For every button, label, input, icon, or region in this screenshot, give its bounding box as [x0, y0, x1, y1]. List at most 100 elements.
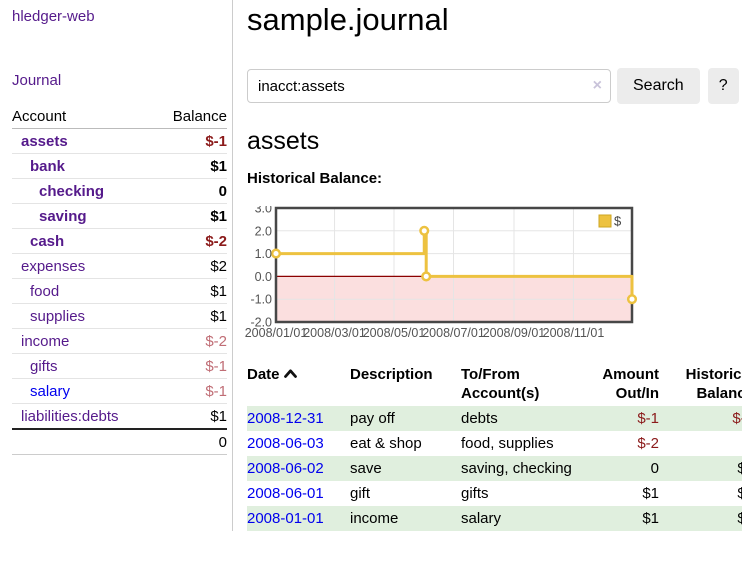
account-link[interactable]: food: [30, 282, 60, 300]
transaction-balance: 0: [659, 431, 742, 456]
balance-column-header-main: Historical Balance: [685, 366, 742, 402]
accounts-rows: assets $-1 bank $1 checking 0 saving $1 cash $-2 e…: [12, 129, 227, 428]
transaction-description: save: [350, 460, 382, 477]
account-row-income: income $-2: [12, 329, 227, 354]
transaction-date-link[interactable]: 2008-12-31: [247, 410, 324, 427]
account-row-liabilities-debts: liabilities:debts $1: [12, 404, 227, 428]
date-cell: 2008-06-02: [247, 456, 350, 481]
account-link[interactable]: supplies: [30, 307, 86, 325]
account-balance: $-2: [205, 332, 227, 350]
account-balance: $-1: [205, 357, 227, 375]
transaction-balance: $-1: [732, 410, 742, 427]
chart-title: Historical Balance:: [247, 170, 383, 187]
transaction-amount: 0: [650, 460, 659, 477]
account-link[interactable]: gifts: [30, 357, 58, 375]
svg-text:3.0: 3.0: [255, 206, 272, 216]
account-link[interactable]: expenses: [21, 257, 86, 275]
svg-text:2008/01/01: 2008/01/01: [245, 326, 308, 340]
main-content: sample.journal × Search ? assets Histori…: [233, 0, 742, 531]
register-row: 2008-01-01 income salary $1 $1: [247, 506, 742, 531]
transaction-date-link[interactable]: 2008-01-01: [247, 510, 324, 527]
account-link[interactable]: assets: [21, 132, 68, 150]
transaction-accounts: salary: [461, 510, 502, 527]
account-row-assets: assets $-1: [12, 129, 227, 154]
accounts-table-header: Account Balance: [12, 104, 227, 129]
account-balance: $1: [210, 207, 227, 225]
account-link[interactable]: income: [21, 332, 70, 350]
transaction-balance: $2: [737, 460, 742, 477]
svg-text:2.0: 2.0: [255, 224, 272, 238]
date-cell: 2008-01-01: [247, 506, 350, 531]
account-balance: $1: [210, 407, 227, 425]
help-button[interactable]: ?: [707, 68, 739, 104]
register-table-header: Date Description To/From Account(s) Amou…: [247, 362, 742, 406]
account-row-bank: bank $1: [12, 154, 227, 179]
account-row-food: food $1: [12, 279, 227, 304]
date-cell: 2008-12-31: [247, 406, 350, 431]
account-balance: $-1: [205, 382, 227, 400]
transaction-date-link[interactable]: 2008-06-02: [247, 460, 324, 477]
account-link[interactable]: cash: [30, 232, 65, 250]
register-table: Date Description To/From Account(s) Amou…: [247, 362, 742, 531]
search-input[interactable]: [247, 69, 611, 103]
transaction-balance: $1: [737, 510, 742, 527]
search-button[interactable]: Search: [617, 68, 700, 104]
sidebar-item-journal[interactable]: Journal: [12, 72, 62, 89]
accounts-total-value: 0: [218, 433, 227, 451]
transaction-amount: $-1: [637, 410, 659, 427]
svg-text:0.0: 0.0: [255, 270, 272, 284]
balance-column-header: Balance: [172, 107, 227, 125]
description-column-header: Description: [350, 366, 433, 383]
account-balance: $2: [210, 257, 227, 275]
clear-search-icon[interactable]: ×: [592, 77, 602, 94]
transaction-description: gift: [350, 485, 371, 502]
amount-column-header: Amount Out/In: [602, 366, 659, 402]
date-cell: 2008-06-01: [247, 481, 350, 506]
register-rows: 2008-12-31 pay off debts $-1 $-1 2008-06-03 ea…: [247, 406, 742, 531]
transaction-description: eat & shop: [350, 435, 422, 452]
transaction-date-link[interactable]: 2008-06-03: [247, 435, 324, 452]
transaction-balance: $2: [737, 485, 742, 502]
date-header-label: Date: [247, 366, 280, 383]
svg-text:2008/11/01: 2008/11/01: [543, 326, 605, 340]
account-row-expenses: expenses $2: [12, 254, 227, 279]
date-column-header[interactable]: Date: [247, 362, 350, 406]
account-link[interactable]: checking: [39, 182, 105, 200]
account-link[interactable]: saving: [39, 207, 87, 225]
transaction-amount: $1: [642, 485, 659, 502]
transaction-accounts: debts: [461, 410, 498, 427]
register-row: 2008-06-03 eat & shop food, supplies $-20: [247, 431, 742, 456]
svg-text:2008/05/01: 2008/05/01: [363, 326, 426, 340]
balance-chart-svg: $3.0 2.0 1.0 0.0 -1.0 -2.02008/01/012008/03/0…: [245, 202, 638, 340]
historical-balance-chart: $3.0 2.0 1.0 0.0 -1.0 -2.0 2008/01/01 2008/03/0…: [241, 202, 742, 352]
account-balance: 0: [218, 182, 227, 200]
app-brand-link[interactable]: hledger-web: [12, 8, 95, 25]
accounts-total-row: 0: [12, 428, 227, 455]
account-link[interactable]: bank: [30, 157, 66, 175]
svg-text:2008/03/01: 2008/03/01: [303, 326, 366, 340]
transaction-date-link[interactable]: 2008-06-01: [247, 485, 324, 502]
sidebar: hledger-web Journal Account Balance asse…: [0, 0, 233, 531]
accounts-column-header: To/From Account(s): [461, 366, 540, 402]
transaction-accounts: gifts: [461, 485, 489, 502]
account-row-cash: cash $-2: [12, 229, 227, 254]
account-balance: $1: [210, 157, 227, 175]
register-row: 2008-12-31 pay off debts $-1 $-1: [247, 406, 742, 431]
account-link[interactable]: liabilities:debts: [21, 407, 119, 425]
transaction-amount: $-2: [637, 435, 659, 452]
transaction-amount: $1: [642, 510, 659, 527]
transaction-accounts: food, supplies: [461, 435, 554, 452]
account-balance: $1: [210, 282, 227, 300]
account-balance: $-1: [205, 132, 227, 150]
account-row-salary: salary $-1: [12, 379, 227, 404]
svg-text:1.0: 1.0: [255, 247, 272, 261]
register-row: 2008-06-01 gift gifts $1 $2: [247, 481, 742, 506]
account-row-gifts: gifts $-1: [12, 354, 227, 379]
account-heading: assets: [247, 127, 320, 155]
account-row-checking: checking 0: [12, 179, 227, 204]
date-cell: 2008-06-03: [247, 431, 350, 456]
svg-text:2008/09/01: 2008/09/01: [483, 326, 546, 340]
register-row: 2008-06-02 save saving, checking 0 $2: [247, 456, 742, 481]
svg-text:-1.0: -1.0: [250, 293, 272, 307]
account-link[interactable]: salary: [30, 382, 71, 400]
